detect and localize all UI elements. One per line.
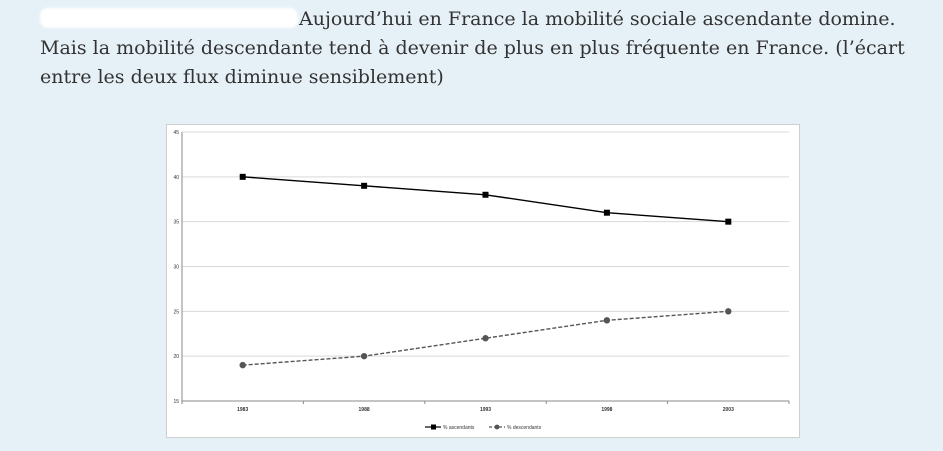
paragraph-text: Aujourd’hui en France la mobilité social… [40,8,905,88]
legend-marker-circle [494,424,500,430]
data-point-descendants [360,352,368,360]
y-tick-label: 35 [173,220,179,226]
y-tick-label: 30 [173,265,179,271]
x-tick-label: 1983 [237,407,248,413]
data-point-descendants [482,335,489,342]
legend-label: % ascendants [443,425,475,431]
data-point-descendants [239,361,246,369]
series-line-descendants [242,310,729,366]
y-tick-label: 45 [173,130,179,136]
legend-marker-square [431,424,436,430]
series-line-ascendants [242,176,729,223]
y-tick-label: 40 [173,175,179,181]
y-tick-label: 20 [173,354,179,360]
x-tick-label: 1998 [601,407,612,413]
data-point-descendants [725,308,732,315]
redacted-text [40,8,298,28]
data-point-ascendants [482,191,489,198]
data-point-ascendants [603,209,610,216]
line-chart: 15 20 25 30 35 40 45 1983 1988 1993 1998 2003 % asce… [166,124,800,438]
chart-canvas: 15 20 25 30 35 40 45 1983 1988 1993 1998 2003 % asce… [173,130,790,431]
x-tick-label: 2003 [723,407,734,413]
data-point-ascendants [361,182,368,189]
data-point-ascendants [239,173,246,180]
x-tick-label: 1993 [480,407,491,413]
data-point-ascendants [725,218,732,225]
x-tick-label: 1988 [359,407,370,413]
y-tick-label: 15 [173,399,179,405]
paragraph: Aujourd’hui en France la mobilité social… [40,5,930,92]
y-tick-label: 25 [173,309,179,315]
legend-label: % descendants [507,425,542,431]
data-point-descendants [603,317,611,324]
